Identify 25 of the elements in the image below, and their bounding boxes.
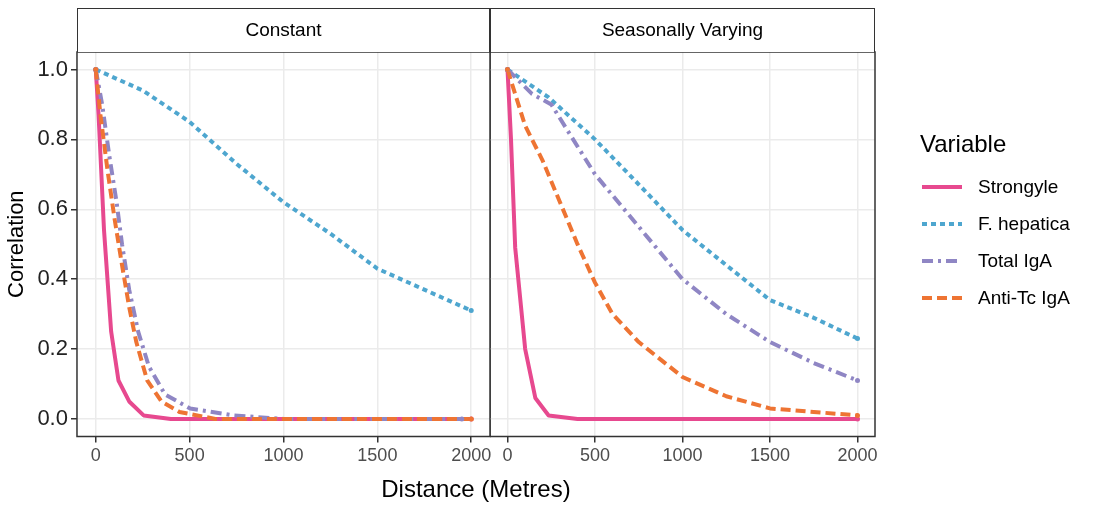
chart-title: Seasonally Varying [490, 8, 875, 52]
x-axis-title: Distance (Metres) [380, 475, 572, 503]
legend-label: F. hepatica [978, 212, 1070, 235]
x-tick-label: 0 [502, 445, 513, 466]
y-tick-label: 1.0 [37, 55, 68, 81]
x-tick-label: 2000 [837, 445, 878, 466]
y-tick-label: 0.2 [37, 335, 68, 361]
x-tick-label: 1000 [263, 445, 304, 466]
x-tick-label: 500 [174, 445, 205, 466]
x-tick-label: 0 [90, 445, 101, 466]
x-tick-label: 500 [579, 445, 611, 466]
y-tick-label: 0.8 [37, 125, 68, 151]
y-tick-label: 0.4 [37, 265, 68, 291]
y-axis-title: Correlation [3, 190, 29, 298]
y-tick-label: 0.0 [37, 404, 68, 430]
legend-title: Variable [920, 130, 1008, 158]
x-tick-label: 1500 [357, 445, 398, 466]
chart-title: Constant [76, 8, 490, 52]
x-tick-label: 2000 [451, 445, 492, 466]
legend-label: Strongyle [978, 175, 1059, 198]
x-tick-label: 1000 [662, 445, 703, 466]
x-tick-label: 1500 [749, 445, 791, 466]
legend-label: Anti-Tc IgA [978, 286, 1070, 309]
legend-label: Total IgA [978, 249, 1052, 272]
y-tick-label: 0.6 [37, 195, 68, 221]
